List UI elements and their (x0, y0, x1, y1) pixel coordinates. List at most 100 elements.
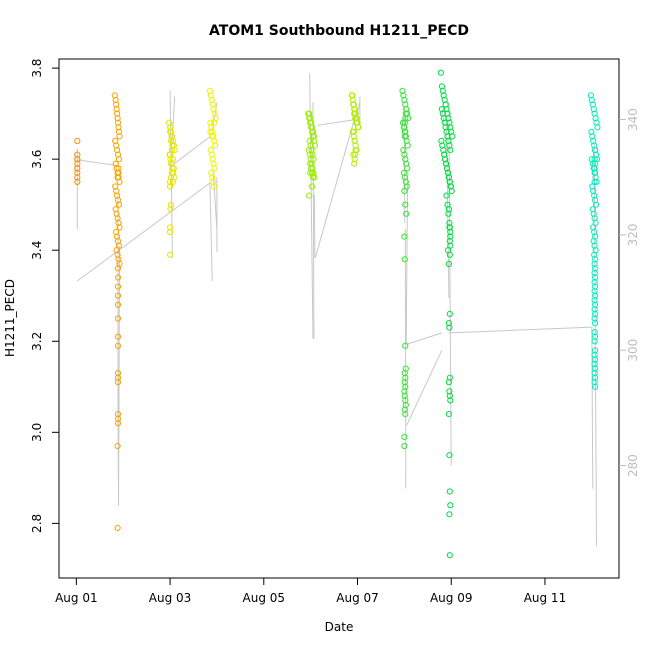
data-point (114, 119, 122, 126)
data-point (401, 433, 408, 440)
data-point (168, 133, 175, 140)
data-point (591, 288, 598, 295)
data-point (441, 96, 448, 104)
data-point (592, 347, 599, 354)
x-tick-label: Aug 09 (430, 591, 473, 605)
data-point (167, 160, 175, 167)
data-point (208, 96, 215, 104)
data-point (401, 233, 408, 240)
data-point (447, 183, 454, 190)
data-point (115, 156, 123, 163)
data-point (591, 251, 598, 258)
data-point (212, 142, 219, 149)
data-point (402, 156, 409, 163)
data-point (114, 251, 121, 258)
data-point (592, 160, 599, 167)
data-point (401, 96, 408, 104)
data-point (211, 119, 218, 126)
data-point (445, 115, 452, 122)
data-point (209, 133, 216, 140)
data-point (401, 256, 408, 263)
data-point (74, 169, 81, 176)
data-point (402, 342, 409, 349)
data-point (206, 87, 213, 95)
data-point (591, 156, 598, 163)
data-point (447, 397, 454, 404)
data-point (592, 301, 599, 308)
data-point (440, 147, 447, 154)
data-point (113, 106, 120, 113)
series-4 (206, 87, 219, 190)
data-point (74, 178, 81, 185)
data-point (209, 174, 216, 181)
data-point (115, 169, 122, 176)
data-point (74, 160, 81, 167)
data-point (591, 351, 598, 358)
y-tick-label: 3.8 (30, 59, 44, 78)
data-point (401, 133, 408, 140)
data-point (442, 156, 449, 163)
data-point (309, 183, 316, 190)
data-point (352, 147, 359, 154)
data-point (351, 137, 358, 144)
data-point (402, 201, 409, 208)
y-right-tick-label: 340 (626, 108, 640, 131)
data-point (592, 147, 599, 154)
data-point (591, 379, 598, 386)
secondary-line-segment (448, 102, 452, 466)
data-point (169, 142, 176, 149)
data-point (588, 156, 595, 163)
data-point (402, 128, 409, 135)
data-point (403, 210, 410, 217)
data-point (167, 178, 174, 185)
data-point (590, 210, 597, 217)
data-point (167, 206, 174, 213)
data-point (114, 315, 122, 322)
data-point (114, 274, 122, 281)
data-point (114, 420, 122, 427)
y-tick-label: 3.6 (30, 150, 44, 169)
data-point (402, 411, 409, 418)
data-point (443, 165, 451, 172)
y-axis-right: 280 300 320 340 (619, 108, 640, 477)
y-tick-label: 2.8 (30, 514, 44, 533)
data-point (402, 365, 409, 372)
data-point (207, 147, 214, 154)
y-axis: 2.8 3.0 3.2 3.4 3.6 3.8 (30, 59, 59, 533)
data-point (404, 142, 411, 149)
data-point (167, 151, 174, 158)
secondary-line-segment (448, 326, 592, 334)
data-point (592, 320, 599, 327)
data-point (114, 147, 121, 154)
data-point (592, 356, 599, 363)
data-point (438, 106, 445, 113)
data-point (446, 324, 453, 331)
data-point (592, 383, 599, 390)
data-point (114, 283, 122, 290)
data-points (74, 69, 601, 559)
data-point (401, 187, 408, 195)
data-point (115, 124, 122, 131)
y-tick-label: 3.0 (30, 423, 44, 442)
series-6 (348, 92, 362, 167)
data-point (114, 415, 122, 422)
x-tick-label: Aug 07 (336, 591, 379, 605)
data-point (114, 233, 121, 240)
data-point (446, 224, 453, 231)
secondary-line-segment (77, 182, 211, 282)
data-point (447, 124, 454, 131)
data-point (592, 115, 599, 122)
data-point (591, 306, 598, 313)
data-point (400, 147, 407, 154)
data-point (351, 106, 358, 113)
data-point (115, 165, 122, 172)
data-point (591, 329, 598, 336)
data-point (307, 169, 314, 176)
data-point (114, 370, 122, 377)
data-point (592, 174, 599, 181)
data-point (446, 488, 453, 495)
x-axis: Aug 01 Aug 03 Aug 05 Aug 07 Aug 09 Aug 11 (55, 577, 566, 605)
data-point (591, 260, 598, 267)
data-point (592, 274, 599, 281)
secondary-line-segment (171, 136, 211, 167)
